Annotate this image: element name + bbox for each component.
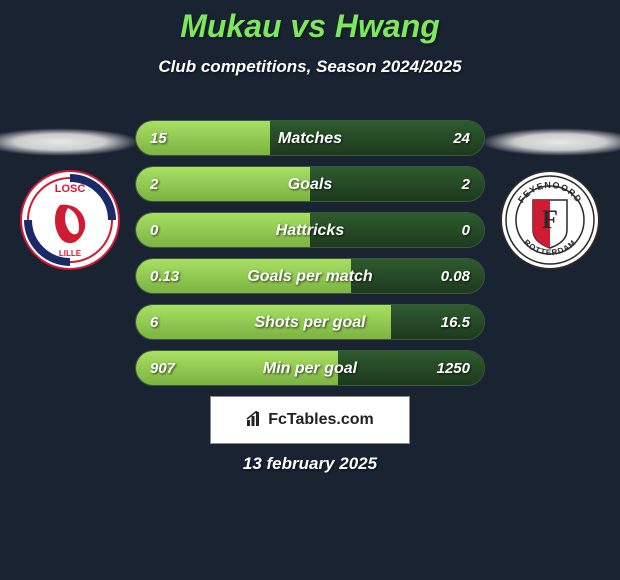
stat-label: Goals — [136, 167, 484, 201]
page-title: Mukau vs Hwang — [0, 0, 620, 45]
brand-logo-icon — [246, 411, 264, 430]
stat-row: Shots per goal6 16.5 — [135, 304, 485, 340]
stat-label: Matches — [136, 121, 484, 155]
stat-label: Goals per match — [136, 259, 484, 293]
stat-value-right: 24 — [453, 121, 470, 155]
stat-value-right: 2 — [462, 167, 470, 201]
stat-row: Goals2 2 — [135, 166, 485, 202]
stat-value-left: 0.13 — [150, 259, 179, 293]
svg-text:LILLE: LILLE — [59, 249, 82, 258]
right-spotlight — [480, 128, 620, 156]
stat-row: Goals per match0.13 0.08 — [135, 258, 485, 294]
stats-container: Matches15 24 Goals2 2 Hattricks0 0 Goals per m… — [135, 120, 485, 396]
left-club-badge: LOSC LILLE — [20, 170, 120, 270]
date-text: 13 february 2025 — [0, 454, 620, 474]
svg-text:F: F — [542, 205, 558, 234]
right-club-badge: FEYENOORD ROTTERDAM F — [500, 170, 600, 270]
stat-label: Hattricks — [136, 213, 484, 247]
svg-text:LOSC: LOSC — [55, 183, 86, 195]
page-subtitle: Club competitions, Season 2024/2025 — [0, 57, 620, 77]
losc-badge-icon: LOSC LILLE — [20, 170, 120, 270]
stat-row: Matches15 24 — [135, 120, 485, 156]
brand-text: FcTables.com — [268, 411, 374, 429]
stat-value-left: 2 — [150, 167, 158, 201]
stat-value-left: 6 — [150, 305, 158, 339]
stat-value-left: 0 — [150, 213, 158, 247]
stat-label: Min per goal — [136, 351, 484, 385]
stat-value-right: 0.08 — [441, 259, 470, 293]
feyenoord-badge-icon: FEYENOORD ROTTERDAM F — [500, 170, 600, 270]
stat-value-right: 0 — [462, 213, 470, 247]
stat-value-left: 907 — [150, 351, 175, 385]
brand-box: FcTables.com — [210, 396, 410, 444]
stat-value-right: 16.5 — [441, 305, 470, 339]
left-spotlight — [0, 128, 140, 156]
stat-row: Min per goal907 1250 — [135, 350, 485, 386]
stat-row: Hattricks0 0 — [135, 212, 485, 248]
stat-value-left: 15 — [150, 121, 167, 155]
stat-label: Shots per goal — [136, 305, 484, 339]
stat-value-right: 1250 — [437, 351, 470, 385]
